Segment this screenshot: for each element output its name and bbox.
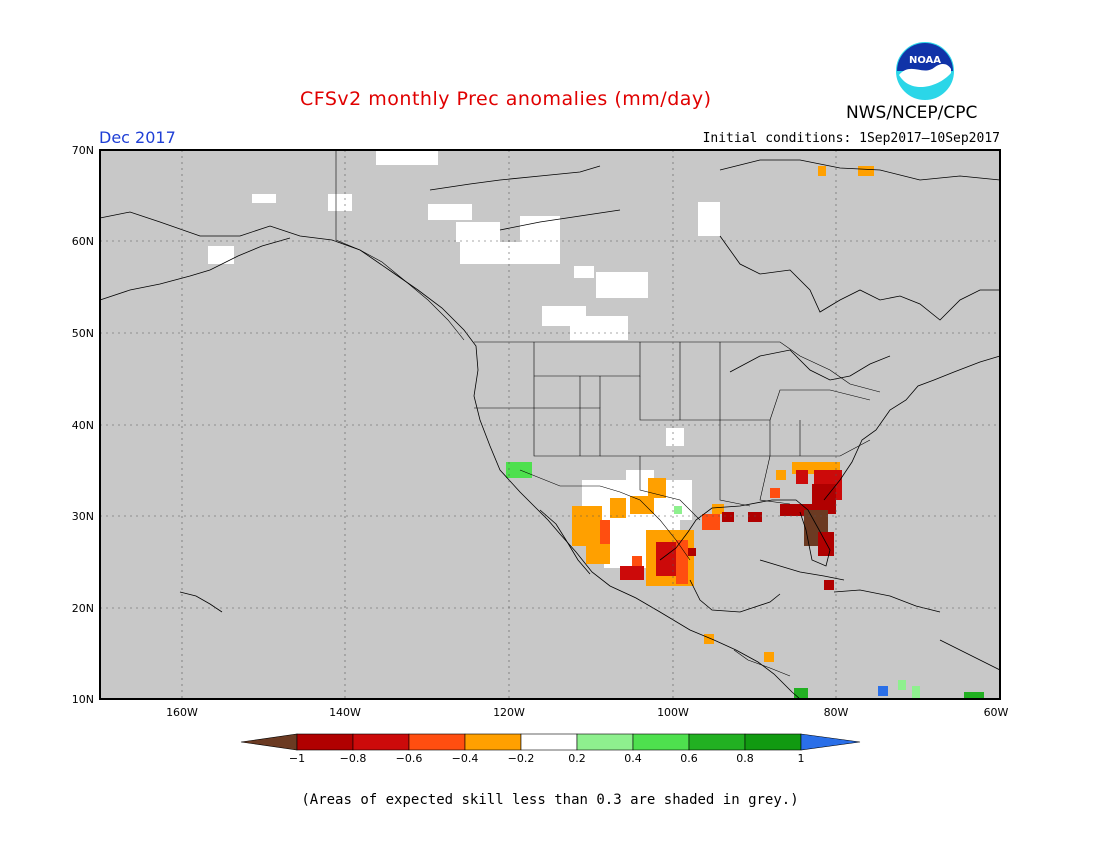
colorbar-bin [632,733,690,751]
lon-label: 60W [984,706,1009,719]
lon-label: 100W [657,706,689,719]
colorbar-arrow-low [240,733,298,751]
lat-label: 70N [72,144,94,157]
lat-label: 40N [72,419,94,432]
skill-footnote: (Areas of expected skill less than 0.3 a… [301,792,799,808]
map-frame [99,149,1001,700]
lat-label: 10N [72,693,94,706]
lat-label: 20N [72,602,94,615]
colorbar-tick-label: 1 [798,752,805,765]
logo-text: NOAA [909,55,941,66]
colorbar-tick-label: 0.2 [568,752,586,765]
agency-label: NWS/NCEP/CPC [846,103,978,123]
map-title: CFSv2 monthly Prec anomalies (mm/day) [300,88,712,110]
latitude-labels: 70N 60N 50N 40N 30N 20N 10N [72,144,94,706]
noaa-logo: NOAA [894,40,956,102]
lat-label: 30N [72,510,94,523]
lon-label: 120W [493,706,525,719]
colorbar-bin [744,733,802,751]
initial-conditions: Initial conditions: 1Sep2017–10Sep2017 [702,131,1000,146]
colorbar-bin [576,733,634,751]
colorbar-bin [520,733,578,751]
colorbar-tick-label: −0.2 [508,752,535,765]
dry-anomaly-areas [572,166,874,662]
colorbar-bin [688,733,746,751]
colorbar: −1 −0.8 −0.6 −0.4 −0.2 0.2 0.4 0.6 0.8 1 [240,733,861,765]
colorbar-tick-label: −1 [289,752,305,765]
coastlines [99,159,1001,700]
lat-label: 50N [72,327,94,340]
colorbar-bin [296,733,354,751]
lon-label: 80W [824,706,849,719]
lat-label: 60N [72,235,94,248]
lon-label: 160W [166,706,198,719]
colorbar-bin [408,733,466,751]
green-wet-areas [506,462,984,698]
colorbar-bin [352,733,410,751]
gridlines [100,150,1000,699]
longitude-labels: 160W 140W 120W 100W 80W 60W [166,706,1008,719]
colorbar-tick-label: −0.6 [396,752,423,765]
colorbar-bin [464,733,522,751]
forecast-month: Dec 2017 [99,128,176,147]
colorbar-tick-label: −0.4 [452,752,479,765]
lon-label: 140W [329,706,361,719]
colorbar-tick-label: 0.4 [624,752,642,765]
colorbar-tick-label: −0.8 [340,752,367,765]
colorbar-tick-label: 0.6 [680,752,698,765]
colorbar-tick-label: 0.8 [736,752,754,765]
white-near-normal-areas [208,150,720,568]
borders [335,150,881,677]
colorbar-arrow-high [800,733,861,751]
